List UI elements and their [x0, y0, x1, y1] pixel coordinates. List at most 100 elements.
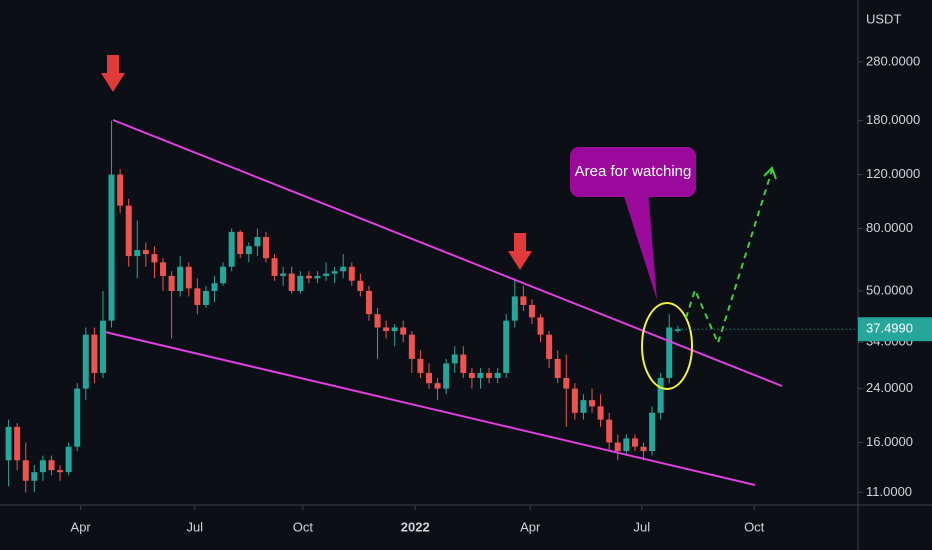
- candle-body: [5, 426, 12, 461]
- candle-body: [365, 290, 372, 315]
- candle-body: [262, 237, 269, 259]
- candle-body: [400, 327, 407, 335]
- candle-body: [434, 383, 441, 389]
- candle-body: [280, 273, 287, 276]
- plot-area: [5, 120, 681, 493]
- candle-body: [31, 472, 38, 481]
- candle-body: [57, 470, 64, 473]
- candle-body: [451, 354, 458, 364]
- y-tick-label: 50.0000: [866, 282, 913, 297]
- callout-tail: [622, 190, 657, 300]
- candle-body: [142, 250, 149, 255]
- candle-body: [426, 372, 432, 384]
- candle-body: [271, 258, 278, 276]
- candle-body: [39, 460, 46, 473]
- candle-body: [460, 354, 467, 373]
- x-tick-label: Jul: [186, 519, 203, 534]
- candle-body: [194, 288, 201, 305]
- candle-body: [511, 296, 518, 321]
- candle-body: [623, 438, 630, 452]
- candle-body: [254, 237, 261, 247]
- candle-body: [606, 419, 613, 443]
- candle-body: [563, 377, 570, 389]
- candle-body: [134, 250, 141, 257]
- highlight-circle: [641, 302, 693, 390]
- candle-body: [74, 388, 81, 447]
- candle-body: [237, 231, 244, 255]
- candle-body: [666, 327, 673, 378]
- candle-body: [537, 317, 544, 335]
- y-tick-label: 180.0000: [866, 112, 920, 127]
- callout-box: [570, 147, 696, 197]
- y-tick-label: 16.0000: [866, 434, 913, 449]
- upper-trendline: [112, 119, 783, 387]
- candle-body: [245, 246, 252, 255]
- candle-body: [305, 275, 312, 279]
- candle-body: [220, 266, 227, 284]
- projection-path: [685, 169, 773, 346]
- candle-body: [314, 275, 321, 279]
- candle-body: [503, 320, 510, 373]
- y-axis-label: USDT: [866, 11, 901, 26]
- candle-body: [589, 400, 596, 407]
- candle-body: [614, 442, 621, 452]
- projection-arrowhead: [763, 166, 777, 180]
- candle-body: [151, 254, 158, 263]
- last-price-box: [858, 317, 932, 342]
- candle-body: [520, 296, 527, 305]
- candle-body: [99, 320, 106, 373]
- candle-body: [288, 273, 295, 291]
- candle-body: [477, 372, 484, 378]
- candle-body: [374, 314, 381, 328]
- candle-body: [82, 334, 89, 389]
- candle-body: [348, 266, 355, 281]
- candle-body: [22, 460, 29, 481]
- candle-body: [125, 205, 132, 257]
- candle-body: [323, 273, 330, 276]
- candle-body: [91, 334, 98, 373]
- candle-body: [580, 400, 587, 413]
- candle-body: [649, 412, 656, 452]
- candle-body: [331, 271, 338, 274]
- candle-body: [297, 275, 304, 291]
- candle-body: [168, 275, 175, 291]
- candle-body: [48, 460, 55, 471]
- candle-body: [597, 406, 604, 420]
- candle-body: [408, 334, 415, 359]
- candle-body: [571, 388, 578, 413]
- arrow-down: [508, 233, 532, 270]
- x-tick-label: Oct: [744, 519, 765, 534]
- x-tick-label: Oct: [293, 519, 314, 534]
- y-tick-label: 280.0000: [866, 53, 920, 68]
- candle-body: [631, 438, 638, 447]
- candle-body: [117, 174, 124, 206]
- candle-body: [357, 280, 364, 291]
- candle-body: [383, 327, 390, 332]
- y-tick-label: 120.0000: [866, 166, 920, 181]
- candle-body: [494, 372, 501, 378]
- x-tick-label: Jul: [633, 519, 650, 534]
- candle-body: [108, 174, 115, 321]
- candle-body: [528, 304, 535, 318]
- candle-body: [554, 358, 561, 378]
- candle-body: [228, 231, 235, 267]
- last-price-label: 37.4990: [866, 321, 913, 336]
- candle-body: [468, 372, 475, 378]
- x-tick-label: 2022: [401, 519, 430, 534]
- x-tick-label: Apr: [520, 519, 541, 534]
- candle-body: [211, 283, 218, 291]
- candle-body: [177, 266, 184, 291]
- candle-body: [391, 327, 398, 332]
- candle-body: [340, 266, 347, 272]
- candle-body: [202, 290, 209, 305]
- candle-body: [14, 426, 21, 461]
- candle-body: [657, 377, 664, 413]
- x-tick-label: Apr: [71, 519, 92, 534]
- y-tick-label: 80.0000: [866, 220, 913, 235]
- arrow-down: [101, 55, 125, 92]
- candle-body: [160, 262, 167, 276]
- candle-body: [417, 358, 424, 373]
